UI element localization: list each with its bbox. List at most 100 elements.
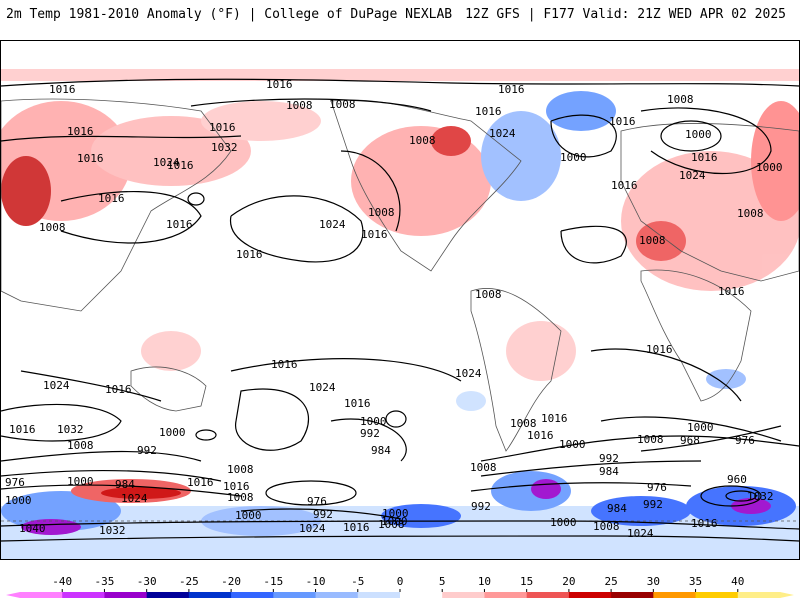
colorbar-tick-label: -35 [95, 575, 115, 588]
isobar-label: 1016 [209, 121, 236, 134]
header-bar: 2m Temp 1981-2010 Anomaly (°F) | College… [0, 0, 800, 30]
isobar-label: 1032 [57, 423, 84, 436]
map-panel[interactable]: 1016 1016 1016 1008 1008 1016 1016 1016 … [0, 40, 800, 560]
isobar-label: 1016 [236, 248, 263, 261]
isobar-label: 1016 [166, 218, 193, 231]
isobar-label: 1000 [159, 426, 186, 439]
isobar-label: 1008 [639, 234, 666, 247]
isobar-label: 1024 [309, 381, 336, 394]
isobar-label: 1024 [299, 522, 326, 535]
colorbar-tick-label: -10 [306, 575, 326, 588]
isobar-label: 1016 [223, 480, 250, 493]
isobar-label: 1000 [235, 509, 262, 522]
isobar-label: 1000 [381, 515, 408, 528]
colorbar-left-arrow [6, 592, 20, 598]
isobar-label: 992 [599, 452, 619, 465]
colorbar-swatch [146, 592, 190, 598]
isobar-label: 1008 [409, 134, 436, 147]
isobar-label: 1000 [67, 475, 94, 488]
colorbar-tick-label: 25 [604, 575, 617, 588]
isobar-label: 1000 [559, 438, 586, 451]
isobar-label: 1016 [343, 521, 370, 534]
isobar-label: 1008 [39, 221, 66, 234]
isobar-label: 1024 [43, 379, 70, 392]
isobar-label: 1016 [527, 429, 554, 442]
colorbar-swatch [315, 592, 359, 598]
isobar-label: 1016 [9, 423, 36, 436]
isobar-label: 1000 [5, 494, 32, 507]
isobar-label: 1008 [475, 288, 502, 301]
isobar-label: 1008 [67, 439, 94, 452]
colorbar-tick-label: 15 [520, 575, 533, 588]
isobar-label: 984 [115, 478, 135, 491]
colorbar-legend: -40 -35 -30 -25 -20 -15 -10 -5 0 5 10 15 20 25 30 35 40 [0, 570, 800, 600]
colorbar-tick-label: -25 [179, 575, 199, 588]
isobar-label: 992 [313, 508, 333, 521]
isobar-label: 1016 [105, 383, 132, 396]
isobar-label: 1008 [368, 206, 395, 219]
colorbar-swatch [104, 592, 148, 598]
colorbar-swatch [188, 592, 232, 598]
isobar-label: 984 [607, 502, 627, 515]
isobar-label: 1008 [637, 433, 664, 446]
colorbar-swatch [611, 592, 654, 598]
isobar-label: 1016 [646, 343, 673, 356]
isobar-label: 1024 [121, 492, 148, 505]
isobar-label: 1016 [271, 358, 298, 371]
isobar-label: 1000 [382, 507, 409, 520]
isobar-label: 1016 [541, 412, 568, 425]
isobar-label: 1016 [344, 397, 371, 410]
isobar-label: 976 [307, 495, 327, 508]
isobar-label: 1008 [378, 518, 405, 531]
colorbar-tick-label: -30 [137, 575, 157, 588]
colorbar-tick-label: -40 [52, 575, 72, 588]
isobar-label: 960 [727, 473, 747, 486]
colorbar-swatch [20, 592, 63, 598]
isobar-label: 1016 [691, 151, 718, 164]
isobar-label: 1016 [609, 115, 636, 128]
map-canvas: 1016 1016 1016 1008 1008 1016 1016 1016 … [1, 69, 799, 559]
isobar-label: 1008 [737, 207, 764, 220]
colorbar-canvas: -40 -35 -30 -25 -20 -15 -10 -5 0 5 10 15 20 25 30 35 40 [6, 575, 794, 598]
isobar-label: 1024 [627, 527, 654, 540]
isobar-label: 1016 [49, 83, 76, 96]
isobar-label: 984 [371, 444, 391, 457]
colorbar-tick-label: -15 [263, 575, 283, 588]
colorbar-tick-label: 35 [689, 575, 702, 588]
isobar-label: 968 [680, 434, 700, 447]
isobar-label: 1024 [489, 127, 516, 140]
colorbar-swatch [62, 592, 105, 598]
isobar-label: 1024 [455, 367, 482, 380]
isobar-label: 1008 [510, 417, 537, 430]
isobar-label: 1032 [747, 490, 774, 503]
isobar-label: 1024 [319, 218, 346, 231]
isobar-label: 1016 [77, 152, 104, 165]
isobar-label: 1000 [560, 151, 587, 164]
isobar-label: 1008 [329, 98, 356, 111]
isobar-label: 1016 [361, 228, 388, 241]
colorbar-swatch [400, 592, 443, 598]
isobar-label: 992 [137, 444, 157, 457]
isobar-label: 1008 [593, 520, 620, 533]
isobar-label: 976 [5, 476, 25, 489]
map-title: 2m Temp 1981-2010 Anomaly (°F) | College… [6, 7, 453, 22]
isobar-label: 1016 [475, 105, 502, 118]
model-run-info: 12Z GFS | F177 Valid: 21Z WED APR 02 202… [465, 7, 786, 22]
colorbar-tick-label: 40 [731, 575, 744, 588]
colorbar-tick-label: 10 [478, 575, 491, 588]
colorbar-swatch [526, 592, 570, 598]
colorbar-tick-label: -20 [221, 575, 241, 588]
isobar-labels: 1016 1016 1016 1008 1008 1016 1016 1016 … [5, 78, 783, 540]
isobar-label: 992 [360, 427, 380, 440]
colorbar-swatch [568, 592, 612, 598]
colorbar-right-arrow [780, 592, 794, 598]
isobar-label: 1016 [718, 285, 745, 298]
isobar-label: 1024 [153, 156, 180, 169]
isobar-label: 1032 [211, 141, 238, 154]
isobar-label: 984 [599, 465, 619, 478]
isobar-label: 992 [643, 498, 663, 511]
isobar-label: 1016 [167, 159, 194, 172]
colorbar-tick-label: 5 [439, 575, 446, 588]
colorbar-swatch [695, 592, 739, 598]
isobars [1, 78, 799, 542]
